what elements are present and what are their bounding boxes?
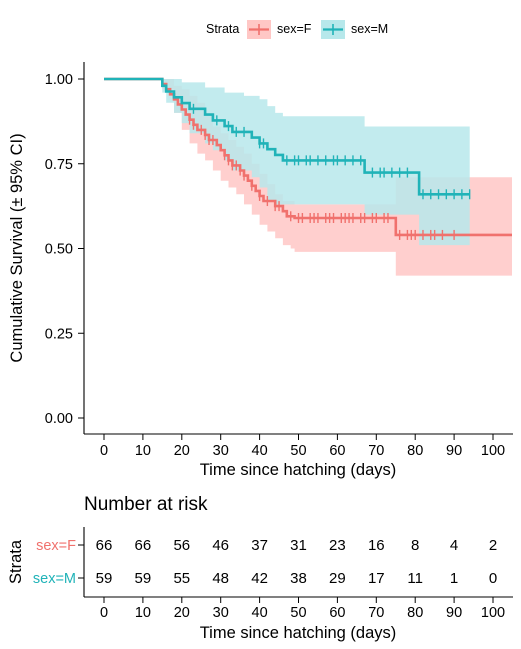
risk-cell: 48: [212, 570, 229, 587]
x-tick-label: 10: [135, 605, 151, 621]
risk-table-y-title: Strata: [7, 539, 25, 584]
risk-cell: 66: [135, 537, 152, 554]
x-tick-label: 100: [481, 443, 505, 459]
confidence-bands: [104, 79, 512, 276]
risk-cell: 42: [251, 570, 268, 587]
y-tick-label: 0.75: [45, 157, 73, 173]
risk-cell: 1: [450, 570, 458, 587]
risk-cell: 23: [329, 537, 346, 554]
risk-cell: 38: [290, 570, 307, 587]
risk-row-label-sex-m: sex=M: [33, 571, 76, 587]
legend-key-sex-f: [247, 20, 271, 39]
risk-cell: 31: [290, 537, 307, 554]
x-axis-title: Time since hatching (days): [200, 461, 397, 479]
risk-table-title: Number at risk: [84, 494, 208, 515]
x-axis: 0 10 20 30 40 50 60 70 80 90 100: [84, 433, 513, 459]
risk-cell: 46: [212, 537, 229, 554]
x-tick-label: 90: [446, 605, 462, 621]
risk-cell: 0: [489, 570, 497, 587]
x-tick-label: 80: [407, 605, 423, 621]
legend-title: Strata: [206, 22, 239, 36]
y-tick-label: 1.00: [45, 72, 73, 88]
risk-cell: 59: [96, 570, 113, 587]
x-tick-label: 90: [446, 443, 462, 459]
risk-cell: 66: [96, 537, 113, 554]
x-tick-label: 100: [481, 605, 505, 621]
risk-cell: 29: [329, 570, 346, 587]
x-tick-label: 80: [407, 443, 423, 459]
risk-table-y-axis: sex=F sex=M: [33, 527, 85, 597]
risk-cell: 59: [135, 570, 152, 587]
legend-label-sex-m: sex=M: [351, 22, 388, 36]
x-tick-label: 60: [329, 605, 345, 621]
risk-cell: 37: [251, 537, 268, 554]
x-tick-label: 20: [174, 443, 190, 459]
risk-row-label-sex-f: sex=F: [36, 538, 76, 554]
x-tick-label: 70: [368, 443, 384, 459]
x-tick-label: 20: [174, 605, 190, 621]
risk-cell: 55: [173, 570, 190, 587]
y-axis-title: Cumulative Survival (± 95% CI): [8, 133, 26, 362]
x-tick-label: 40: [252, 605, 268, 621]
risk-cell: 8: [411, 537, 419, 554]
x-tick-label: 40: [252, 443, 268, 459]
x-tick-label: 0: [100, 443, 108, 459]
x-tick-label: 0: [100, 605, 108, 621]
risk-cell: 56: [173, 537, 190, 554]
y-tick-label: 0.50: [45, 242, 73, 258]
legend-label-sex-f: sex=F: [277, 22, 312, 36]
risk-table-cells: 66 66 56 46 37 31 23 16 8 4 259 59 55 48 42 38 29 17 11 1 0: [96, 537, 498, 587]
risk-cell: 4: [450, 537, 458, 554]
x-tick-label: 30: [213, 443, 229, 459]
x-tick-label: 50: [290, 443, 306, 459]
y-axis: 0.00 0.25 0.50 0.75 1.00: [45, 62, 85, 434]
censor-marks: [188, 103, 471, 240]
x-tick-label: 70: [368, 605, 384, 621]
risk-cell: 16: [368, 537, 385, 554]
risk-cell: 17: [368, 570, 385, 587]
y-tick-label: 0.25: [45, 326, 73, 342]
x-tick-label: 60: [329, 443, 345, 459]
legend: Strata sex=F sex=M: [206, 20, 388, 39]
x-tick-label: 10: [135, 443, 151, 459]
legend-key-sex-m: [321, 20, 345, 39]
x-tick-label: 50: [290, 605, 306, 621]
y-tick-label: 0.00: [45, 411, 73, 427]
risk-cell: 2: [489, 537, 497, 554]
risk-table-x-axis: 0 10 20 30 40 50 60 70 80 90 100: [84, 596, 513, 621]
risk-table-x-title: Time since hatching (days): [200, 624, 397, 642]
x-tick-label: 30: [213, 605, 229, 621]
risk-cell: 11: [407, 570, 423, 587]
